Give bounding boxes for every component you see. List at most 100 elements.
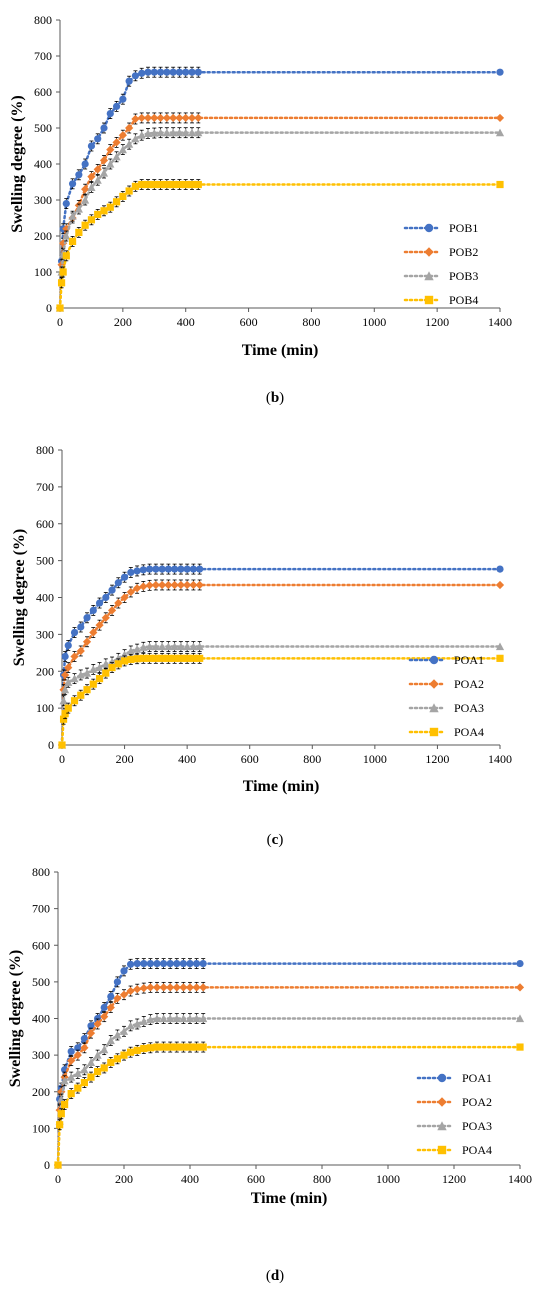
y-tick-label: 0 [44, 1158, 50, 1172]
data-point [144, 68, 152, 76]
data-point [189, 642, 198, 651]
data-point [93, 165, 102, 174]
data-point [93, 1051, 102, 1059]
data-point [59, 696, 68, 705]
y-tick-label: 0 [48, 738, 54, 752]
y-tick-label: 200 [36, 664, 54, 678]
data-point [100, 124, 108, 132]
data-point [150, 128, 159, 137]
y-tick-label: 100 [36, 701, 54, 715]
data-point [140, 1044, 148, 1053]
data-point [137, 131, 146, 139]
data-point [175, 68, 184, 76]
data-point [64, 641, 72, 650]
x-tick-label: 1000 [376, 1172, 400, 1186]
data-point [59, 715, 68, 723]
x-axis-title: Time (min) [242, 342, 319, 359]
data-point [194, 68, 202, 76]
y-tick-label: 800 [34, 13, 52, 27]
y-tick-label: 400 [34, 157, 52, 171]
x-tick-label: 800 [313, 1172, 331, 1186]
data-point [181, 128, 190, 137]
data-point [173, 1043, 181, 1051]
data-point [138, 69, 146, 77]
x-tick-label: 200 [115, 1172, 133, 1186]
data-point [179, 1014, 188, 1023]
data-point [127, 568, 135, 577]
x-axis-title: Time (min) [243, 778, 320, 795]
data-point [139, 643, 148, 651]
series-POA1 [58, 563, 504, 749]
data-point [162, 113, 171, 123]
y-tick-label: 800 [32, 865, 50, 879]
series-line [56, 986, 522, 1167]
y-tick-label: 100 [34, 265, 52, 279]
data-point [120, 593, 129, 602]
y-tick-label: 400 [36, 591, 54, 605]
data-point [131, 134, 140, 143]
data-point [146, 1015, 155, 1024]
series-POA4 [58, 652, 504, 749]
y-tick-label: 600 [32, 938, 50, 952]
legend-label: POA1 [462, 1071, 492, 1085]
data-point [179, 959, 187, 968]
data-point [81, 221, 89, 229]
data-point [153, 959, 161, 968]
data-point [100, 207, 108, 215]
data-point [140, 959, 148, 968]
data-point [156, 180, 165, 189]
data-point [164, 565, 172, 573]
data-point [61, 685, 70, 694]
data-point [67, 1073, 76, 1081]
data-point [189, 565, 197, 573]
data-point [100, 1064, 108, 1072]
data-point [70, 674, 79, 683]
series-POA4 [54, 1041, 524, 1169]
data-point [133, 959, 141, 968]
data-point [158, 642, 167, 651]
data-point [61, 1100, 69, 1109]
data-point [429, 655, 439, 665]
data-point [150, 180, 158, 189]
data-point [127, 1048, 135, 1056]
data-point [112, 198, 121, 206]
data-point [156, 128, 165, 137]
data-point [89, 628, 98, 637]
data-point [429, 727, 439, 737]
data-point [89, 665, 98, 674]
data-point [74, 1084, 82, 1092]
x-tick-label: 400 [181, 1172, 199, 1186]
data-point [87, 183, 96, 191]
data-point [112, 152, 121, 161]
data-point [113, 1055, 121, 1063]
data-point [119, 192, 127, 200]
data-point [424, 295, 434, 305]
data-point [56, 304, 64, 312]
data-point [152, 654, 160, 662]
data-point [87, 1022, 95, 1030]
data-point [74, 204, 83, 213]
data-point [114, 598, 123, 608]
x-tick-label: 800 [302, 315, 320, 329]
data-point [163, 180, 171, 189]
data-point [495, 113, 505, 123]
legend-label: POA2 [454, 677, 484, 691]
data-point [188, 180, 196, 189]
data-point [77, 691, 85, 699]
data-point [80, 1065, 89, 1074]
data-point [187, 113, 197, 123]
data-point [114, 579, 122, 587]
y-tick-label: 300 [34, 193, 52, 207]
data-point [120, 650, 129, 659]
data-point [496, 565, 504, 573]
data-point [81, 195, 90, 204]
data-point [181, 113, 190, 123]
data-point [81, 185, 90, 194]
legend-label: POA3 [454, 701, 484, 715]
data-point [145, 642, 154, 651]
data-point [139, 984, 148, 993]
chart-panel-d: 0 100 200 300 400 500 600 700 800 0 200 400 600 800 10… [0, 860, 550, 1260]
data-point [175, 128, 184, 137]
data-point [152, 565, 160, 573]
data-point [437, 1145, 447, 1155]
